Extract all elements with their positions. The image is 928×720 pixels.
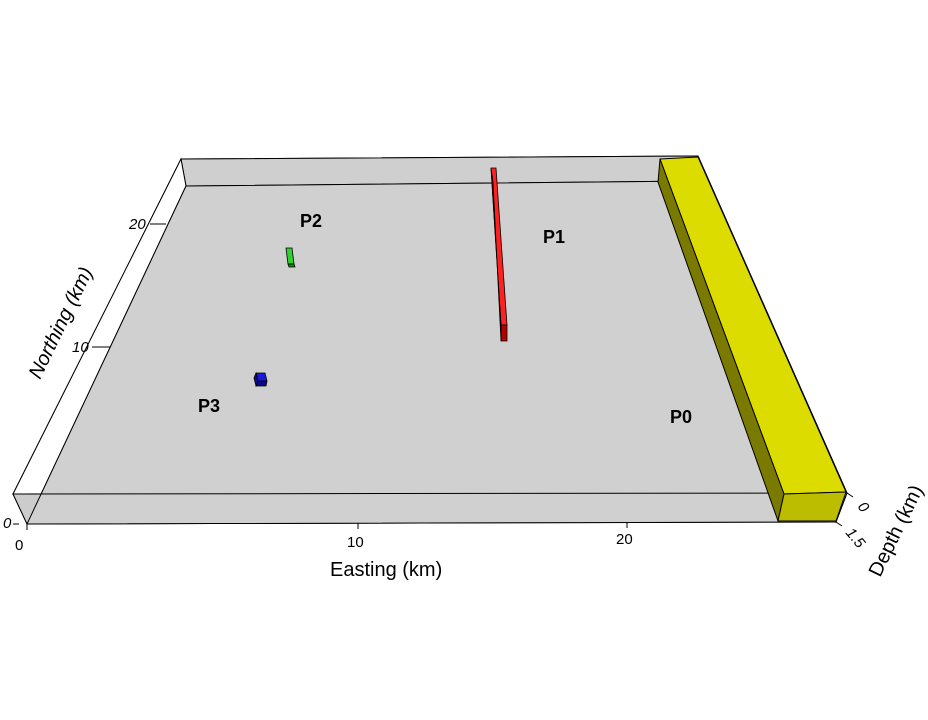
easting-axis: 0 10 20 Easting (km) bbox=[15, 522, 633, 581]
easting-tick-10: 10 bbox=[347, 534, 364, 551]
body-p0 bbox=[657, 156, 847, 523]
p2-side-face bbox=[287, 263, 296, 268]
label-p0: P0 bbox=[670, 407, 692, 427]
northing-tick-20: 20 bbox=[128, 216, 146, 233]
easting-axis-title: Easting (km) bbox=[330, 559, 442, 581]
label-p2: P2 bbox=[300, 211, 322, 231]
p1-west-face bbox=[490, 167, 502, 342]
p0-front-face bbox=[777, 491, 847, 522]
easting-tick-0: 0 bbox=[15, 537, 23, 554]
body-p1 bbox=[490, 167, 508, 342]
label-p1: P1 bbox=[543, 227, 565, 247]
label-p3: P3 bbox=[198, 396, 220, 416]
body-p3 bbox=[253, 371, 268, 388]
depth-tick-0: 0 bbox=[854, 499, 873, 517]
depth-axis-title: Depth (km) bbox=[865, 482, 928, 581]
northing-tick-10: 10 bbox=[72, 339, 89, 356]
depth-tick-1-5: 1.5 bbox=[842, 525, 869, 552]
northing-tick-0: 0 bbox=[3, 515, 12, 532]
depth-axis: 0 1.5 Depth (km) bbox=[835, 482, 928, 581]
p3-west-face bbox=[253, 371, 259, 388]
easting-tick-20: 20 bbox=[616, 531, 633, 548]
p1-side-face bbox=[500, 324, 508, 342]
body-p2 bbox=[285, 247, 296, 268]
